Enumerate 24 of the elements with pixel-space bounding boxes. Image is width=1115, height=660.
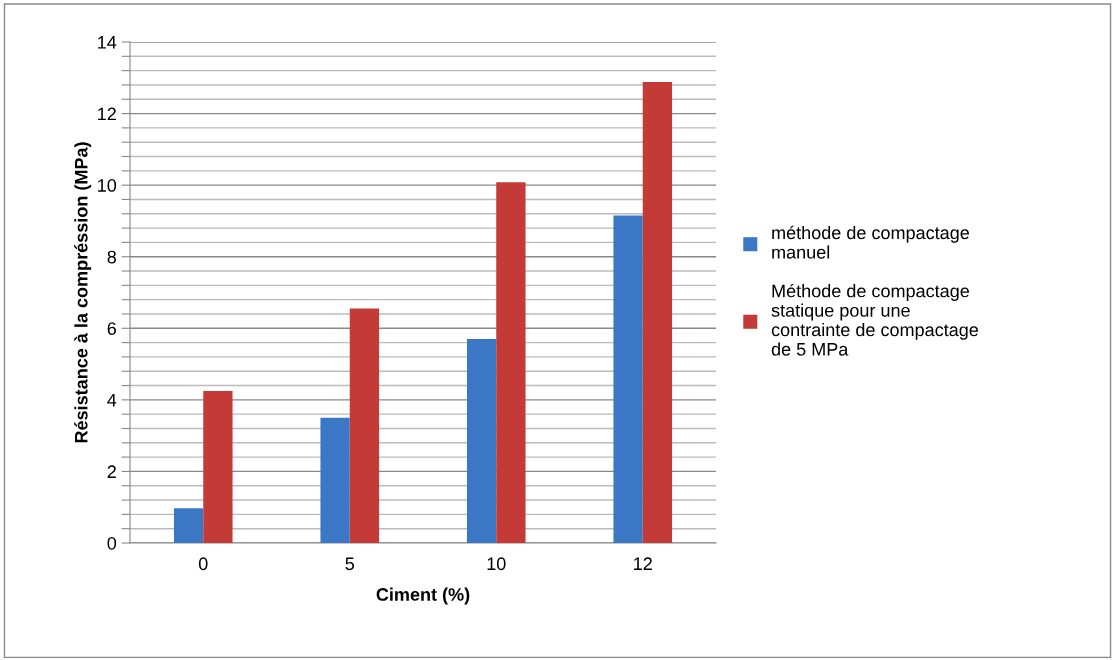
bar xyxy=(173,508,204,543)
y-tick-label: 14 xyxy=(98,36,117,49)
x-axis-title: Ciment (%) xyxy=(376,587,470,605)
bar xyxy=(349,308,380,543)
x-tick-label: 0 xyxy=(198,557,208,571)
bar xyxy=(320,417,350,543)
bar xyxy=(466,339,497,543)
bar xyxy=(613,215,643,543)
y-tick-label: 12 xyxy=(98,107,116,121)
y-tick-label: 8 xyxy=(107,250,117,264)
legend-label: Méthode de compactage statique pour une contrainte de compactage de 5 MPa xyxy=(771,283,979,356)
y-tick-label: 2 xyxy=(107,465,116,478)
x-tick-label: 10 xyxy=(487,557,506,571)
x-tick-label: 12 xyxy=(634,557,652,570)
y-tick-label: 4 xyxy=(107,393,117,407)
y-tick-label: 10 xyxy=(98,179,117,192)
legend-label: méthode de compactage manuel xyxy=(772,225,969,259)
y-axis-title: Résistance à la compréssion (MPa) xyxy=(74,142,92,443)
y-tick-label: 0 xyxy=(107,536,117,550)
bar xyxy=(203,390,233,543)
x-tick-label: 5 xyxy=(345,557,355,571)
bar xyxy=(496,182,526,543)
bar xyxy=(642,82,673,543)
y-tick-label: 6 xyxy=(107,322,117,336)
